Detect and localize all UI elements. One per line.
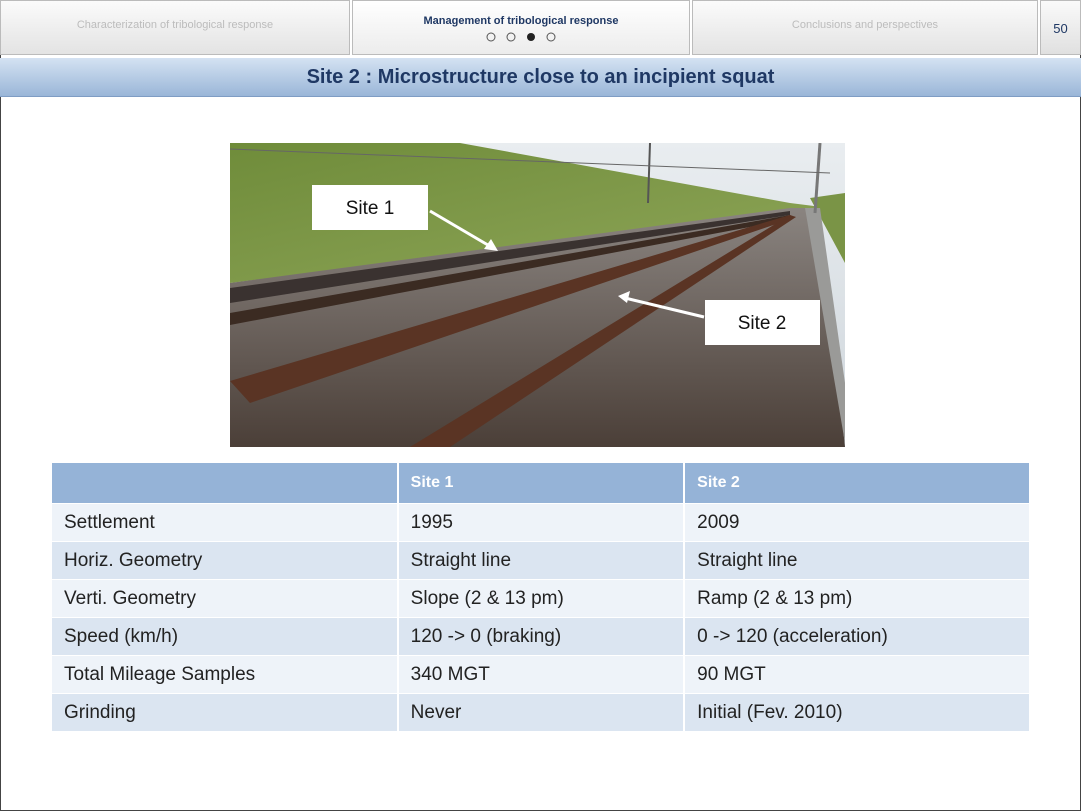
- nav-tab[interactable]: Conclusions and perspectives: [692, 0, 1038, 55]
- table-cell: 90 MGT: [683, 655, 1029, 694]
- table-row: Settlement 1995 2009: [52, 503, 1029, 542]
- table-cell: 2009: [683, 503, 1029, 542]
- table-body: Settlement 1995 2009 Horiz. Geometry Straigh…: [52, 503, 1029, 731]
- page-number: 50: [1040, 0, 1081, 55]
- table-row: Horiz. Geometry Straight line Straight lin…: [52, 541, 1029, 580]
- table-row: Speed (km/h) 120 -> 0 (braking) 0 -> 120 (…: [52, 617, 1029, 656]
- label-box: [705, 300, 820, 345]
- nav-tab-label: Management of tribological response: [423, 15, 619, 27]
- label-box: [312, 185, 428, 230]
- table-cell: Straight line: [683, 541, 1029, 580]
- site-table: Site 1 Site 2 Settlement 1995 2009 Horiz. G…: [52, 463, 1029, 731]
- table-cell: Straight line: [396, 541, 685, 580]
- header-cell: [52, 463, 398, 504]
- table-cell: 120 -> 0 (braking): [396, 617, 685, 656]
- row-label: Speed (km/h): [52, 617, 398, 656]
- row-label: Verti. Geometry: [52, 579, 398, 618]
- row-label: Settlement: [52, 503, 398, 542]
- table-cell: 1995: [396, 503, 685, 542]
- table-cell: Ramp (2 & 13 pm): [683, 579, 1029, 618]
- table-header: Site 1 Site 2: [52, 463, 1029, 504]
- table-cell: Slope (2 & 13 pm): [396, 579, 685, 618]
- table-cell: 0 -> 120 (acceleration): [683, 617, 1029, 656]
- table-cell: Initial (Fev. 2010): [683, 693, 1029, 731]
- site-label: Site 2: [738, 313, 787, 334]
- nav-tab[interactable]: Characterization of tribological respons…: [0, 0, 350, 55]
- header-cell: Site 2: [683, 463, 1029, 504]
- table-row: Grinding Never Initial (Fev. 2010): [52, 693, 1029, 731]
- table-row: Total Mileage Samples 340 MGT 90 MGT: [52, 655, 1029, 694]
- nav-tab[interactable]: Management of tribological response: [352, 0, 690, 55]
- navigation: Characterization of tribological respons…: [0, 0, 1081, 55]
- slide-title: Site 2 : Microstructure close to an inci…: [0, 58, 1081, 97]
- table-cell: 340 MGT: [396, 655, 685, 694]
- row-label: Grinding: [52, 693, 398, 731]
- table-row: Verti. Geometry Slope (2 & 13 pm) Ramp (2 …: [52, 579, 1029, 618]
- header-cell: Site 1: [396, 463, 685, 504]
- site-label: Site 1: [346, 198, 395, 219]
- progress-dots: [486, 32, 556, 42]
- row-label: Horiz. Geometry: [52, 541, 398, 580]
- track-photo: Site 1 Site 2: [230, 143, 845, 447]
- table-cell: Never: [396, 693, 685, 731]
- row-label: Total Mileage Samples: [52, 655, 398, 694]
